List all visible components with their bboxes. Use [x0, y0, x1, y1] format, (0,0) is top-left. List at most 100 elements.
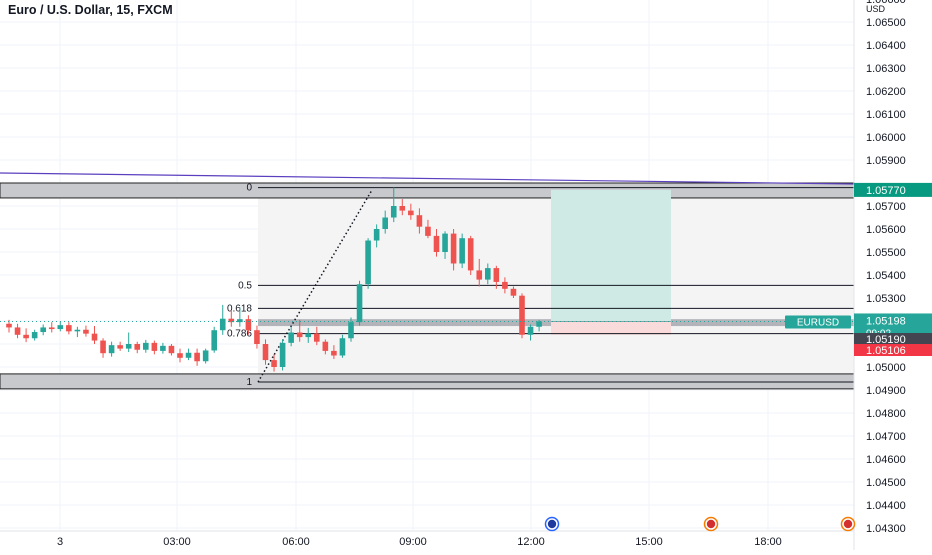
candle-body[interactable] — [177, 353, 183, 358]
target-zone[interactable] — [551, 189, 671, 322]
candle-body[interactable] — [390, 206, 397, 218]
price-tick-label: 1.05600 — [866, 224, 906, 236]
candle-body[interactable] — [91, 333, 98, 341]
candle-body[interactable] — [134, 344, 141, 350]
candle-body[interactable] — [219, 318, 226, 331]
level-price-badge — [854, 333, 932, 345]
candle-body[interactable] — [408, 210, 414, 216]
time-tick-label: 18:00 — [754, 536, 782, 548]
candle-body[interactable] — [296, 332, 303, 338]
candle-body[interactable] — [416, 215, 423, 227]
candle-body[interactable] — [66, 325, 72, 332]
symbol-tag-label: EURUSD — [797, 317, 839, 328]
candle-body[interactable] — [271, 360, 277, 367]
fib-anchor-line — [257, 189, 373, 383]
candle-body[interactable] — [425, 226, 431, 236]
candle-body[interactable] — [322, 341, 329, 351]
price-tick-label: 1.05700 — [866, 201, 906, 213]
price-tick-label: 1.05300 — [866, 293, 906, 305]
candle-body[interactable] — [143, 342, 149, 350]
candle-body[interactable] — [365, 240, 371, 285]
candle-body[interactable] — [14, 327, 21, 335]
candle-body[interactable] — [254, 330, 260, 344]
candle-body[interactable] — [536, 321, 542, 327]
time-tick-label: 12:00 — [517, 536, 545, 548]
chart-title: Euro / U.S. Dollar, 15, FXCM — [8, 3, 173, 17]
candle-body[interactable] — [262, 344, 269, 361]
price-tick-label: 1.05400 — [866, 270, 906, 282]
time-tick-label: 03:00 — [163, 536, 191, 548]
candle-body[interactable] — [314, 333, 320, 342]
candle-body[interactable] — [373, 229, 380, 241]
candle-body[interactable] — [467, 238, 474, 271]
candle-body[interactable] — [125, 344, 132, 349]
candle-body[interactable] — [83, 329, 89, 334]
price-tick-label: 1.06400 — [866, 40, 906, 52]
time-tick-label: 09:00 — [399, 536, 427, 548]
candle-body[interactable] — [31, 332, 38, 339]
candle-body[interactable] — [237, 319, 243, 323]
time-tick-label: 15:00 — [635, 536, 663, 548]
candle-body[interactable] — [348, 322, 354, 339]
candle-body[interactable] — [510, 288, 517, 296]
event-flag-icon-inner — [706, 519, 716, 529]
stop-price-badge — [854, 344, 932, 356]
price-tick-label: 1.04900 — [866, 385, 906, 397]
candle-body[interactable] — [74, 329, 81, 332]
current-price-label: 1.05198 — [866, 315, 906, 327]
symbol-tag[interactable] — [785, 315, 851, 329]
candle-body[interactable] — [382, 217, 388, 230]
price-axis-bg — [854, 0, 932, 550]
candle-body[interactable] — [331, 350, 337, 356]
candle-body[interactable] — [151, 342, 158, 351]
candle-body[interactable] — [399, 206, 406, 211]
candle-body[interactable] — [57, 325, 64, 330]
fib-level-label: 1 — [246, 377, 252, 388]
candle-body[interactable] — [459, 238, 465, 264]
candle-body[interactable] — [433, 235, 440, 252]
candle-body[interactable] — [245, 319, 252, 331]
event-flag-icon-inner — [547, 519, 557, 529]
candle-body[interactable] — [485, 268, 491, 280]
candle-body[interactable] — [48, 327, 55, 330]
candle-body[interactable] — [202, 350, 209, 362]
candle-body[interactable] — [442, 233, 448, 252]
candle-body[interactable] — [168, 345, 175, 354]
fib-level-label: 0.5 — [238, 280, 252, 291]
candle-body[interactable] — [305, 333, 312, 338]
price-tick-label: 1.04500 — [866, 477, 906, 489]
candle-body[interactable] — [40, 327, 46, 333]
candle-body[interactable] — [211, 330, 217, 351]
candle-body[interactable] — [228, 318, 235, 323]
candle-body[interactable] — [23, 334, 29, 339]
candle-body[interactable] — [502, 281, 508, 289]
candle-body[interactable] — [476, 270, 483, 280]
fib-level-label: 0 — [246, 183, 252, 194]
candle-body[interactable] — [117, 345, 123, 349]
stop-price-label: 1.05106 — [866, 345, 906, 357]
candle-body[interactable] — [493, 268, 500, 282]
currency-label: USD — [866, 4, 886, 14]
candle-body[interactable] — [185, 352, 192, 358]
candle-body[interactable] — [356, 284, 363, 323]
candle-body[interactable] — [108, 345, 115, 354]
stop-zone[interactable] — [551, 321, 671, 335]
candle-body[interactable] — [100, 340, 106, 354]
candle-body[interactable] — [450, 233, 457, 264]
resistance-zone[interactable] — [0, 182, 855, 199]
event-flag-icon-inner — [843, 519, 853, 529]
candle-body[interactable] — [339, 338, 346, 356]
candle-body[interactable] — [194, 352, 200, 362]
trend-line[interactable] — [0, 172, 855, 185]
candle-body[interactable] — [527, 326, 534, 335]
candle-body[interactable] — [288, 332, 294, 343]
candle-body[interactable] — [6, 323, 12, 328]
support-zone[interactable] — [0, 373, 855, 390]
price-tick-label: 1.06200 — [866, 86, 906, 98]
price-tick-label: 1.04800 — [866, 408, 906, 420]
candle-body[interactable] — [519, 295, 525, 335]
candle-body[interactable] — [279, 342, 286, 367]
candle-body[interactable] — [160, 345, 166, 351]
